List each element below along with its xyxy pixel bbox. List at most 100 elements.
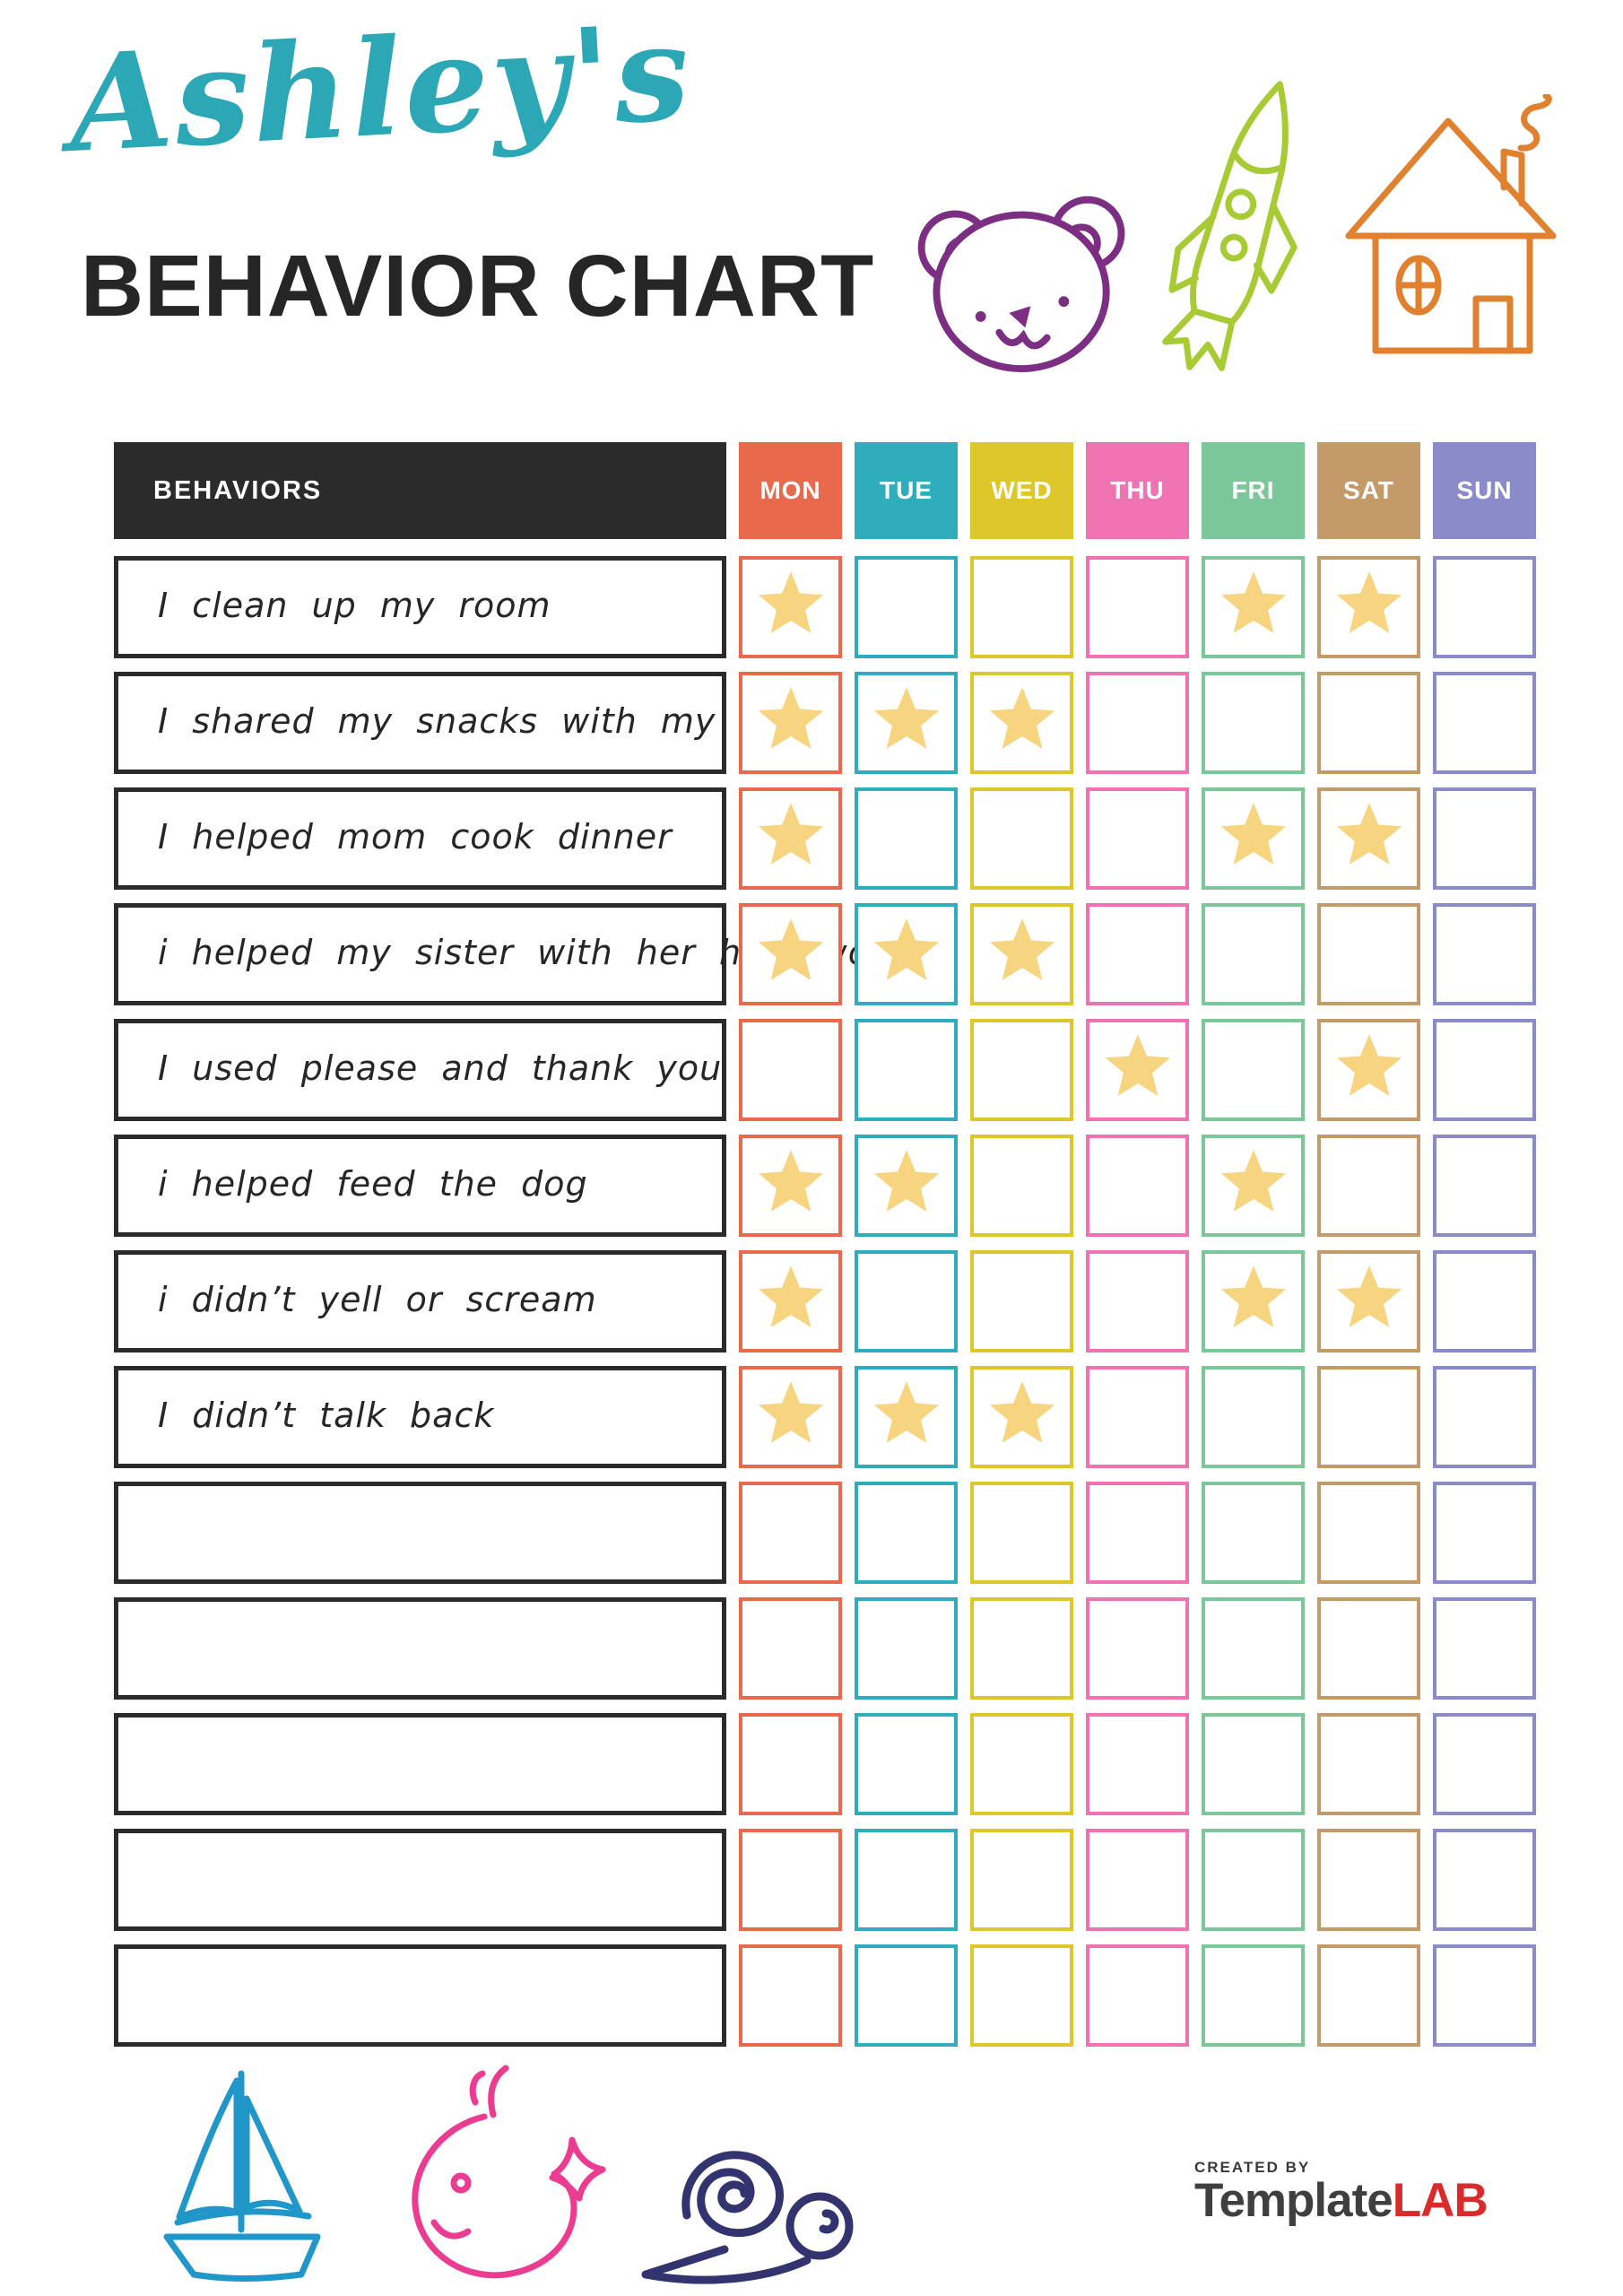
cell-sun[interactable] [1433, 1366, 1536, 1468]
cell-tue[interactable] [855, 903, 958, 1005]
cell-fri[interactable] [1202, 1482, 1305, 1584]
cell-tue[interactable] [855, 787, 958, 890]
cell-sun[interactable] [1433, 1482, 1536, 1584]
cell-mon[interactable] [739, 1944, 842, 2047]
cell-tue[interactable] [855, 1597, 958, 1700]
behavior-label-empty [114, 1713, 726, 1815]
cell-sat[interactable] [1317, 1019, 1420, 1121]
cell-sat[interactable] [1317, 1482, 1420, 1584]
cell-sat[interactable] [1317, 1135, 1420, 1237]
cell-tue[interactable] [855, 1713, 958, 1815]
cell-sat[interactable] [1317, 1713, 1420, 1815]
cell-fri[interactable] [1202, 903, 1305, 1005]
cell-sat[interactable] [1317, 1597, 1420, 1700]
cell-tue[interactable] [855, 1250, 958, 1352]
cell-tue[interactable] [855, 1829, 958, 1931]
cell-sat[interactable] [1317, 1829, 1420, 1931]
table-row [114, 1482, 1549, 1584]
cell-thu[interactable] [1086, 1366, 1189, 1468]
cell-tue[interactable] [855, 1944, 958, 2047]
cell-thu[interactable] [1086, 903, 1189, 1005]
cell-mon[interactable] [739, 1597, 842, 1700]
star-icon [1336, 571, 1402, 633]
cell-mon[interactable] [739, 1250, 842, 1352]
behavior-label-empty [114, 1482, 726, 1584]
cell-tue[interactable] [855, 1019, 958, 1121]
cell-mon[interactable] [739, 1135, 842, 1237]
cell-sun[interactable] [1433, 672, 1536, 774]
cell-sun[interactable] [1433, 1944, 1536, 2047]
cell-sun[interactable] [1433, 903, 1536, 1005]
cell-thu[interactable] [1086, 787, 1189, 890]
cell-wed[interactable] [970, 556, 1073, 658]
cell-wed[interactable] [970, 787, 1073, 890]
cell-fri[interactable] [1202, 1366, 1305, 1468]
cell-sat[interactable] [1317, 556, 1420, 658]
cell-wed[interactable] [970, 1944, 1073, 2047]
cell-wed[interactable] [970, 1713, 1073, 1815]
cell-sat[interactable] [1317, 672, 1420, 774]
cell-thu[interactable] [1086, 1944, 1189, 2047]
cell-sun[interactable] [1433, 1135, 1536, 1237]
cell-fri[interactable] [1202, 1135, 1305, 1237]
cell-sat[interactable] [1317, 1366, 1420, 1468]
cell-tue[interactable] [855, 672, 958, 774]
cell-mon[interactable] [739, 1829, 842, 1931]
cell-thu[interactable] [1086, 1019, 1189, 1121]
cell-wed[interactable] [970, 1829, 1073, 1931]
cell-thu[interactable] [1086, 1713, 1189, 1815]
cell-mon[interactable] [739, 1482, 842, 1584]
cell-tue[interactable] [855, 1366, 958, 1468]
cell-tue[interactable] [855, 1135, 958, 1237]
cell-fri[interactable] [1202, 672, 1305, 774]
cell-sun[interactable] [1433, 787, 1536, 890]
cell-wed[interactable] [970, 1597, 1073, 1700]
cell-thu[interactable] [1086, 1482, 1189, 1584]
cell-fri[interactable] [1202, 1597, 1305, 1700]
cell-fri[interactable] [1202, 1944, 1305, 2047]
cell-fri[interactable] [1202, 787, 1305, 890]
cell-thu[interactable] [1086, 1135, 1189, 1237]
cell-sun[interactable] [1433, 1829, 1536, 1931]
behavior-label-empty [114, 1944, 726, 2047]
cell-thu[interactable] [1086, 1829, 1189, 1931]
cell-thu[interactable] [1086, 1250, 1189, 1352]
cell-sat[interactable] [1317, 1944, 1420, 2047]
cell-tue[interactable] [855, 556, 958, 658]
cell-sun[interactable] [1433, 1250, 1536, 1352]
brand-name-primary: Template [1194, 2174, 1393, 2227]
cell-thu[interactable] [1086, 1597, 1189, 1700]
created-by-label: CREATED BY [1194, 2159, 1311, 2176]
cell-fri[interactable] [1202, 1250, 1305, 1352]
cell-thu[interactable] [1086, 556, 1189, 658]
cell-wed[interactable] [970, 672, 1073, 774]
cell-mon[interactable] [739, 672, 842, 774]
cell-wed[interactable] [970, 1135, 1073, 1237]
cell-sun[interactable] [1433, 556, 1536, 658]
cell-sun[interactable] [1433, 1713, 1536, 1815]
cell-thu[interactable] [1086, 672, 1189, 774]
cell-sat[interactable] [1317, 903, 1420, 1005]
cell-mon[interactable] [739, 787, 842, 890]
cell-wed[interactable] [970, 903, 1073, 1005]
cell-wed[interactable] [970, 1482, 1073, 1584]
cell-fri[interactable] [1202, 556, 1305, 658]
cell-wed[interactable] [970, 1366, 1073, 1468]
cell-sat[interactable] [1317, 787, 1420, 890]
cell-wed[interactable] [970, 1019, 1073, 1121]
cell-fri[interactable] [1202, 1829, 1305, 1931]
cell-mon[interactable] [739, 1366, 842, 1468]
cell-sun[interactable] [1433, 1597, 1536, 1700]
star-icon [1105, 1034, 1170, 1096]
cell-sat[interactable] [1317, 1250, 1420, 1352]
cell-mon[interactable] [739, 903, 842, 1005]
cell-mon[interactable] [739, 1019, 842, 1121]
cell-fri[interactable] [1202, 1019, 1305, 1121]
cell-mon[interactable] [739, 556, 842, 658]
cell-tue[interactable] [855, 1482, 958, 1584]
cell-mon[interactable] [739, 1713, 842, 1815]
cell-fri[interactable] [1202, 1713, 1305, 1815]
star-icon [758, 1150, 823, 1212]
cell-wed[interactable] [970, 1250, 1073, 1352]
cell-sun[interactable] [1433, 1019, 1536, 1121]
